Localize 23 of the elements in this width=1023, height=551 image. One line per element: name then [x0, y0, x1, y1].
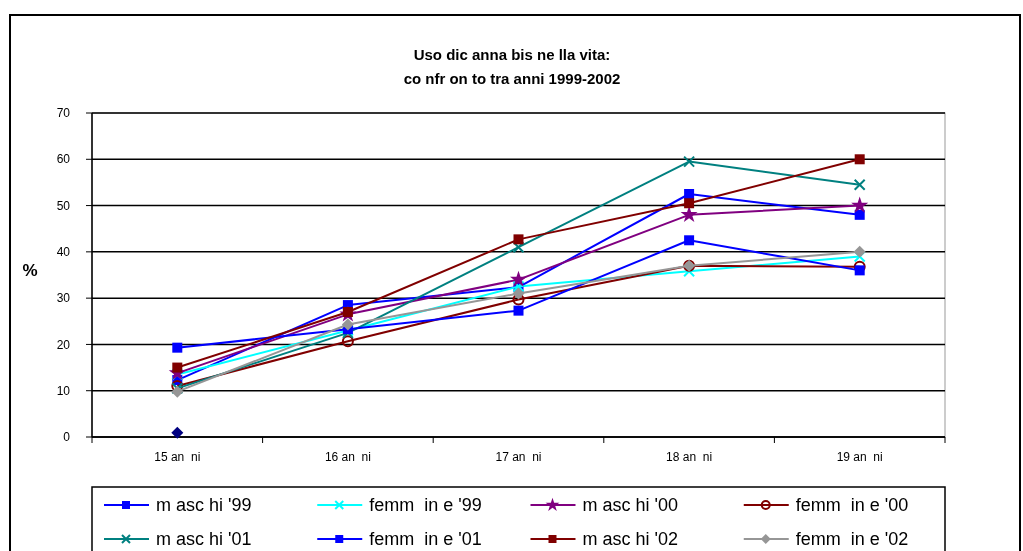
x-tick-label: 16 an ni [324, 450, 371, 464]
y-tick-label: 60 [56, 152, 71, 167]
y-tick-label: 0 [63, 430, 71, 445]
legend-label: m asc hi '02 [582, 529, 678, 550]
x-tick-label: 17 an ni [495, 450, 542, 464]
legend-label: femm in e '99 [369, 495, 482, 516]
legend-label: m asc hi '00 [582, 495, 678, 516]
chart-title: Uso dic anna bis ne lla vita: co nfr on to tra anni 1999-2002 [403, 46, 621, 87]
legend-label: femm in e '02 [795, 529, 909, 550]
y-tick-label: 10 [56, 383, 71, 398]
y-tick-label: 30 [56, 291, 71, 306]
x-tick-label: 19 an ni [836, 450, 883, 464]
x-tick-label: 18 an ni [666, 450, 713, 464]
legend-label: femm in e '01 [369, 529, 482, 550]
y-axis-title: % [22, 261, 38, 280]
legend-label: femm in e '00 [795, 495, 909, 516]
legend-label: m asc hi '01 [156, 529, 252, 550]
y-tick-label: 20 [56, 337, 71, 352]
y-tick-label: 70 [56, 106, 71, 121]
y-tick-label: 50 [56, 198, 71, 213]
y-tick-label: 40 [56, 245, 71, 260]
x-tick-label: 15 an ni [154, 450, 201, 464]
legend-label: m asc hi '99 [156, 495, 252, 516]
